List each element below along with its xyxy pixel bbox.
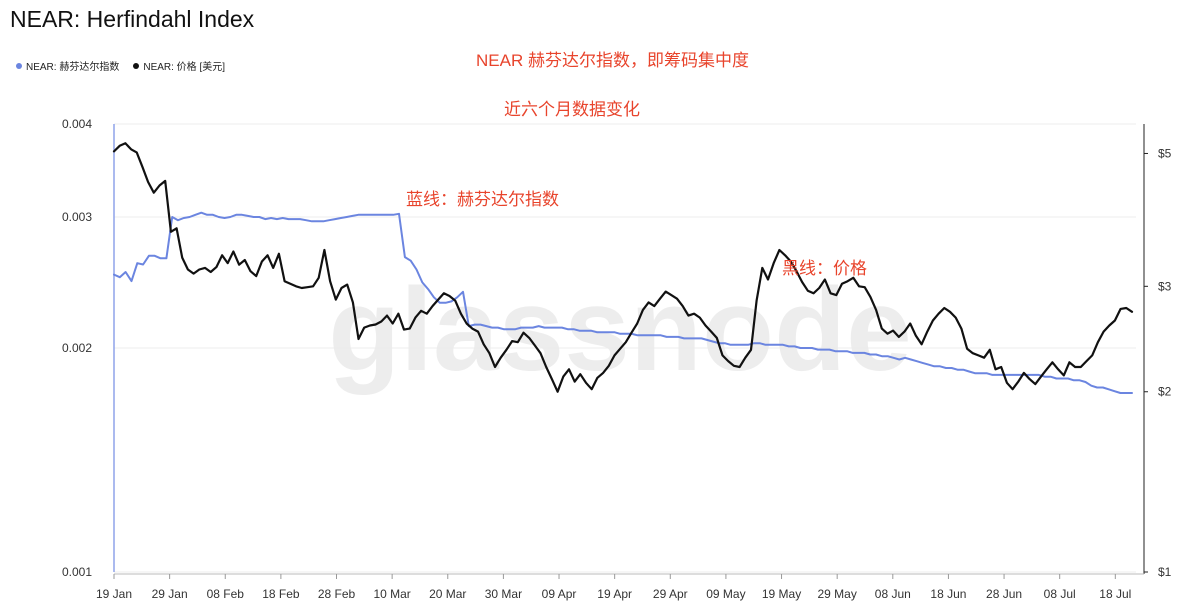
x-tick-label: 18 Jul — [1099, 587, 1131, 601]
y-left-tick-label: 0.002 — [62, 341, 92, 355]
x-tick-label: 09 Apr — [542, 587, 577, 601]
x-tick-label: 19 Jan — [96, 587, 132, 601]
series-line-herfindahl — [113, 211, 1133, 394]
y-left-tick-label: 0.003 — [62, 210, 92, 224]
legend-label-price: NEAR: 价格 [美元] — [143, 62, 226, 73]
x-tick-label: 08 Jun — [875, 587, 911, 601]
x-tick-label: 09 May — [706, 587, 745, 601]
legend-item-price[interactable]: NEAR: 价格 [美元] — [133, 58, 225, 73]
annotation-main-line2: 近六个月数据变化 — [504, 100, 640, 119]
y-right-tick-label: $5 — [1158, 146, 1172, 160]
x-tick-label: 28 Feb — [318, 587, 356, 601]
x-tick-label: 18 Feb — [262, 587, 300, 601]
x-tick-label: 19 May — [762, 587, 801, 601]
legend: NEAR: 赫芬达尔指数 NEAR: 价格 [美元] — [16, 58, 225, 73]
y-right-tick-label: $1 — [1158, 565, 1172, 579]
y-right-tick-label: $3 — [1158, 279, 1172, 293]
annotation-black-label: 黑线：价格 — [782, 259, 867, 278]
x-tick-label: 30 Mar — [485, 587, 522, 601]
x-tick-label: 19 Apr — [597, 587, 632, 601]
legend-label-herfindahl: NEAR: 赫芬达尔指数 — [26, 62, 120, 73]
x-tick-label: 08 Jul — [1044, 587, 1076, 601]
annotation-blue-label: 蓝线：赫芬达尔指数 — [406, 190, 559, 209]
series-line-price — [112, 142, 1134, 393]
x-tick-label: 20 Mar — [429, 587, 466, 601]
chart-title: NEAR: Herfindahl Index — [10, 6, 255, 32]
legend-dot-price-icon — [133, 62, 140, 69]
x-tick-label: 29 May — [817, 587, 856, 601]
legend-item-herfindahl[interactable]: NEAR: 赫芬达尔指数 — [16, 58, 119, 73]
y-left-tick-label: 0.001 — [62, 565, 92, 579]
x-tick-label: 29 Apr — [653, 587, 688, 601]
x-tick-label: 08 Feb — [207, 587, 245, 601]
watermark-text: glassnode — [328, 264, 912, 396]
x-tick-label: 28 Jun — [986, 587, 1022, 601]
y-right-tick-label: $2 — [1158, 385, 1172, 399]
x-tick-label: 29 Jan — [152, 587, 188, 601]
x-tick-label: 18 Jun — [930, 587, 966, 601]
legend-dot-herfindahl-icon — [16, 62, 22, 69]
y-left-tick-label: 0.004 — [62, 117, 92, 131]
x-tick-label: 10 Mar — [373, 587, 410, 601]
annotation-main-line1: NEAR 赫芬达尔指数，即筹码集中度 — [476, 51, 749, 70]
